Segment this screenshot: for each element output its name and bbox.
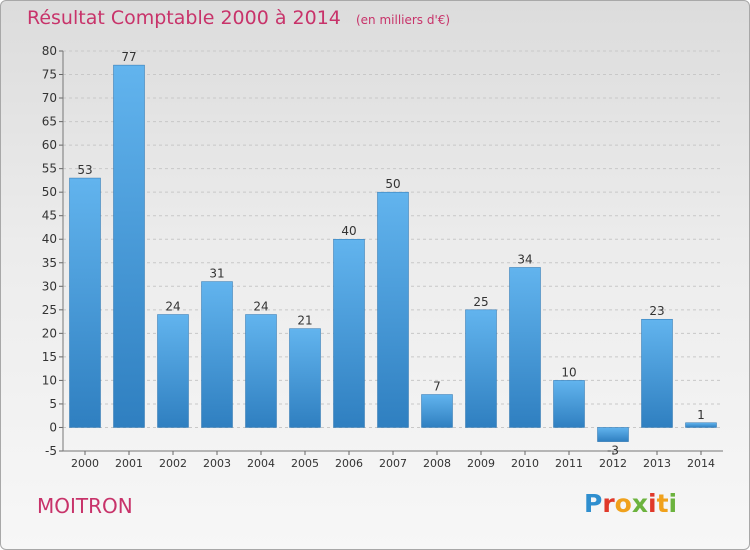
- bar: [113, 64, 145, 428]
- bar: [377, 191, 409, 428]
- y-tick-label: 20: [42, 326, 57, 340]
- logo-letter: t: [656, 489, 669, 518]
- y-tick-label: 5: [49, 397, 57, 411]
- bar: [157, 314, 189, 428]
- y-tick-label: -5: [45, 444, 57, 458]
- bar: [333, 238, 365, 428]
- logo-letter: i: [648, 489, 657, 518]
- bar: [289, 328, 321, 428]
- chart-title: Résultat Comptable 2000 à 2014: [27, 7, 341, 29]
- y-tick-label: 45: [42, 209, 57, 223]
- data-label: 1: [697, 408, 705, 422]
- y-tick-label: 35: [42, 256, 57, 270]
- x-tick-label: 2006: [335, 457, 363, 470]
- logo-letter: P: [584, 489, 603, 518]
- y-tick-label: 80: [42, 44, 57, 58]
- logo-letter: x: [631, 489, 648, 518]
- data-label: 23: [649, 304, 664, 318]
- y-tick-label: 55: [42, 162, 57, 176]
- x-tick-label: 2000: [71, 457, 99, 470]
- x-tick-labels: 2000 2001 2002 2003 2004 2005 2006 2007 2008 2009…: [71, 457, 715, 470]
- y-tick-label: 65: [42, 115, 57, 129]
- data-label: 21: [297, 314, 312, 328]
- x-tick-label: 2009: [467, 457, 495, 470]
- data-label: 25: [473, 295, 488, 309]
- y-tick-label: 0: [49, 420, 57, 434]
- logo-letter: r: [602, 489, 615, 518]
- data-label: 50: [385, 177, 400, 191]
- logo-letter: o: [614, 489, 632, 518]
- x-tick-label: 2011: [555, 457, 583, 470]
- data-label: 24: [253, 300, 268, 314]
- title-row: Résultat Comptable 2000 à 2014 (en milli…: [27, 7, 450, 29]
- y-tick-label: 60: [42, 138, 57, 152]
- data-label: 24: [165, 300, 180, 314]
- y-tick-label: 70: [42, 91, 57, 105]
- y-tick-label: 75: [42, 68, 57, 82]
- bar: [641, 318, 673, 428]
- proxiti-logo: Proxiti: [584, 489, 677, 518]
- x-tick-label: 2004: [247, 457, 275, 470]
- x-tick-label: 2014: [687, 457, 715, 470]
- y-tick-labels: -5 0 5 10 15 20 25 30 35 40 45 50 55 60 65 70 75 80: [42, 44, 57, 458]
- y-tick-label: 40: [42, 232, 57, 246]
- chart-unit-note: (en milliers d'€): [355, 13, 451, 27]
- y-tick-label: 25: [42, 303, 57, 317]
- data-label: 7: [433, 380, 441, 394]
- data-label: 53: [77, 163, 92, 177]
- data-label: 40: [341, 224, 356, 238]
- y-tick-label: 15: [42, 350, 57, 364]
- bar: [597, 427, 629, 442]
- bar: [553, 380, 585, 428]
- y-tick-label: 50: [42, 185, 57, 199]
- x-tick-label: 2012: [599, 457, 627, 470]
- data-label: -3: [607, 444, 619, 458]
- x-tick-label: 2010: [511, 457, 539, 470]
- data-label: 34: [517, 252, 532, 266]
- axes: [62, 51, 723, 455]
- x-tick-label: 2007: [379, 457, 407, 470]
- bar: [201, 281, 233, 428]
- commune-name: MOITRON: [37, 494, 133, 518]
- logo-letter: i: [668, 489, 678, 518]
- bar: [685, 422, 717, 428]
- x-tick-label: 2008: [423, 457, 451, 470]
- data-label: 77: [121, 50, 136, 64]
- x-tick-label: 2003: [203, 457, 231, 470]
- y-tick-label: 10: [42, 373, 57, 387]
- data-labels: 53 77 24 31 24 21 40 50 7 25 34 10 -3 23 1: [77, 50, 704, 457]
- x-tick-label: 2002: [159, 457, 187, 470]
- data-label: 10: [561, 365, 576, 379]
- x-tick-label: 2013: [643, 457, 671, 470]
- y-tick-label: 30: [42, 279, 57, 293]
- bar: [421, 394, 453, 428]
- bar: [509, 267, 541, 428]
- bar: [245, 314, 277, 428]
- bar: [69, 177, 101, 428]
- bars: [69, 64, 717, 442]
- x-tick-label: 2001: [115, 457, 143, 470]
- x-tick-label: 2005: [291, 457, 319, 470]
- bar: [465, 309, 497, 428]
- data-label: 31: [209, 267, 224, 281]
